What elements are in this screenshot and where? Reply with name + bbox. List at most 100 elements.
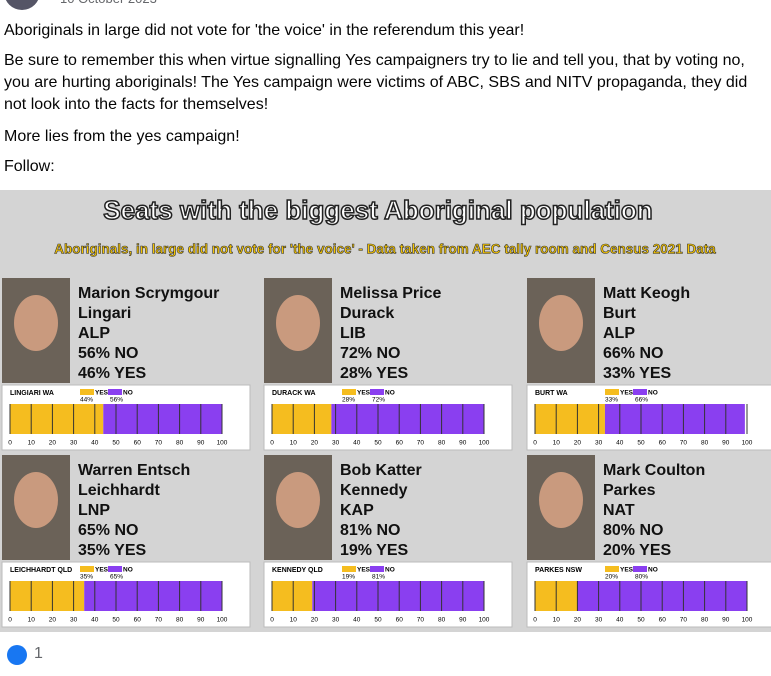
- post-text: Follow:: [4, 158, 55, 175]
- yes-bar: [272, 581, 313, 611]
- legend-no: NO: [385, 567, 395, 574]
- x-tick-label: 40: [91, 617, 99, 624]
- legend-swatch-no: [108, 566, 122, 572]
- legend-yes: YES: [95, 390, 109, 397]
- no-bar: [84, 581, 222, 611]
- x-tick-label: 90: [722, 440, 730, 447]
- bar-label: KENNEDY QLD: [272, 567, 323, 574]
- candidate-yes-text: 19% YES: [340, 542, 409, 559]
- x-tick-label: 50: [112, 617, 120, 624]
- post-text: Aboriginals in large did not vote for 't…: [4, 22, 525, 39]
- legend-swatch-no: [633, 566, 647, 572]
- candidate-name: Matt Keogh: [603, 285, 690, 302]
- post-date[interactable]: 10 October 2023 ·: [60, 0, 771, 10]
- candidate-party: LIB: [340, 325, 366, 342]
- candidate-party: ALP: [603, 325, 635, 342]
- yes-label: 19%: [342, 574, 355, 581]
- candidate-face: [539, 472, 583, 528]
- candidate-electorate: Burt: [603, 305, 637, 322]
- x-tick-label: 30: [70, 440, 78, 447]
- post-text: Be sure to remember this when virtue sig…: [4, 52, 748, 113]
- x-tick-label: 80: [176, 617, 184, 624]
- yes-label: 28%: [342, 397, 355, 404]
- candidate-name: Bob Katter: [340, 462, 422, 479]
- x-tick-label: 80: [438, 617, 446, 624]
- candidate-name: Warren Entsch: [78, 462, 190, 479]
- yes-label: 20%: [605, 574, 618, 581]
- x-tick-label: 90: [459, 440, 467, 447]
- x-tick-label: 70: [155, 617, 163, 624]
- no-label: 72%: [372, 397, 385, 404]
- candidate-yes-text: 20% YES: [603, 542, 672, 559]
- x-tick-label: 50: [637, 440, 645, 447]
- legend-swatch-yes: [342, 389, 356, 395]
- x-tick-label: 100: [217, 617, 228, 624]
- avatar: [4, 0, 40, 10]
- x-tick-label: 70: [155, 440, 163, 447]
- x-tick-label: 0: [8, 440, 12, 447]
- x-tick-label: 40: [616, 617, 624, 624]
- legend-swatch-yes: [605, 566, 619, 572]
- no-bar: [103, 404, 222, 434]
- x-tick-label: 70: [680, 617, 688, 624]
- x-tick-label: 30: [70, 617, 78, 624]
- x-tick-label: 0: [270, 617, 274, 624]
- legend-swatch-yes: [80, 389, 94, 395]
- x-tick-label: 20: [49, 617, 57, 624]
- candidate-no-text: 80% NO: [603, 522, 663, 539]
- yes-bar: [272, 404, 332, 434]
- legend-swatch-no: [370, 389, 384, 395]
- x-tick-label: 20: [311, 440, 319, 447]
- x-tick-label: 50: [112, 440, 120, 447]
- candidate-no-text: 66% NO: [603, 345, 663, 362]
- x-tick-label: 40: [616, 440, 624, 447]
- legend-no: NO: [648, 390, 658, 397]
- x-tick-label: 10: [553, 440, 561, 447]
- no-bar: [331, 404, 484, 434]
- x-tick-label: 100: [479, 440, 490, 447]
- x-tick-label: 10: [290, 617, 298, 624]
- x-tick-label: 10: [28, 617, 36, 624]
- infographic[interactable]: Seats with the biggest Aboriginal popula…: [0, 190, 771, 632]
- no-bar: [604, 404, 745, 434]
- candidate-electorate: Kennedy: [340, 482, 408, 499]
- candidate-electorate: Lingari: [78, 305, 131, 322]
- candidate-party: LNP: [78, 502, 110, 519]
- candidate-face: [276, 295, 320, 351]
- legend-yes: YES: [95, 567, 109, 574]
- candidate-no-text: 56% NO: [78, 345, 138, 362]
- legend-swatch-yes: [342, 566, 356, 572]
- bar-label: PARKES NSW: [535, 567, 582, 574]
- legend-no: NO: [123, 390, 133, 397]
- legend-no: NO: [123, 567, 133, 574]
- x-tick-label: 100: [217, 440, 228, 447]
- x-tick-label: 70: [680, 440, 688, 447]
- infographic-subtitle: Aboriginals, in large did not vote for '…: [54, 242, 716, 257]
- x-tick-label: 10: [28, 440, 36, 447]
- x-tick-label: 90: [459, 617, 467, 624]
- candidate-party: NAT: [603, 502, 635, 519]
- reaction-count[interactable]: 1: [34, 645, 43, 662]
- x-tick-label: 100: [742, 440, 753, 447]
- x-tick-label: 80: [701, 617, 709, 624]
- x-tick-label: 90: [197, 440, 205, 447]
- x-tick-label: 20: [574, 440, 582, 447]
- x-tick-label: 0: [533, 617, 537, 624]
- candidate-electorate: Parkes: [603, 482, 656, 499]
- x-tick-label: 30: [332, 617, 340, 624]
- yes-bar: [10, 581, 85, 611]
- legend-yes: YES: [620, 390, 634, 397]
- x-tick-label: 80: [701, 440, 709, 447]
- yes-label: 33%: [605, 397, 618, 404]
- like-icon[interactable]: [7, 645, 27, 665]
- candidate-party: KAP: [340, 502, 374, 519]
- x-tick-label: 100: [479, 617, 490, 624]
- yes-label: 35%: [80, 574, 93, 581]
- x-tick-label: 30: [332, 440, 340, 447]
- candidate-party: ALP: [78, 325, 110, 342]
- candidate-no-text: 81% NO: [340, 522, 400, 539]
- legend-yes: YES: [620, 567, 634, 574]
- legend-no: NO: [385, 390, 395, 397]
- candidate-face: [539, 295, 583, 351]
